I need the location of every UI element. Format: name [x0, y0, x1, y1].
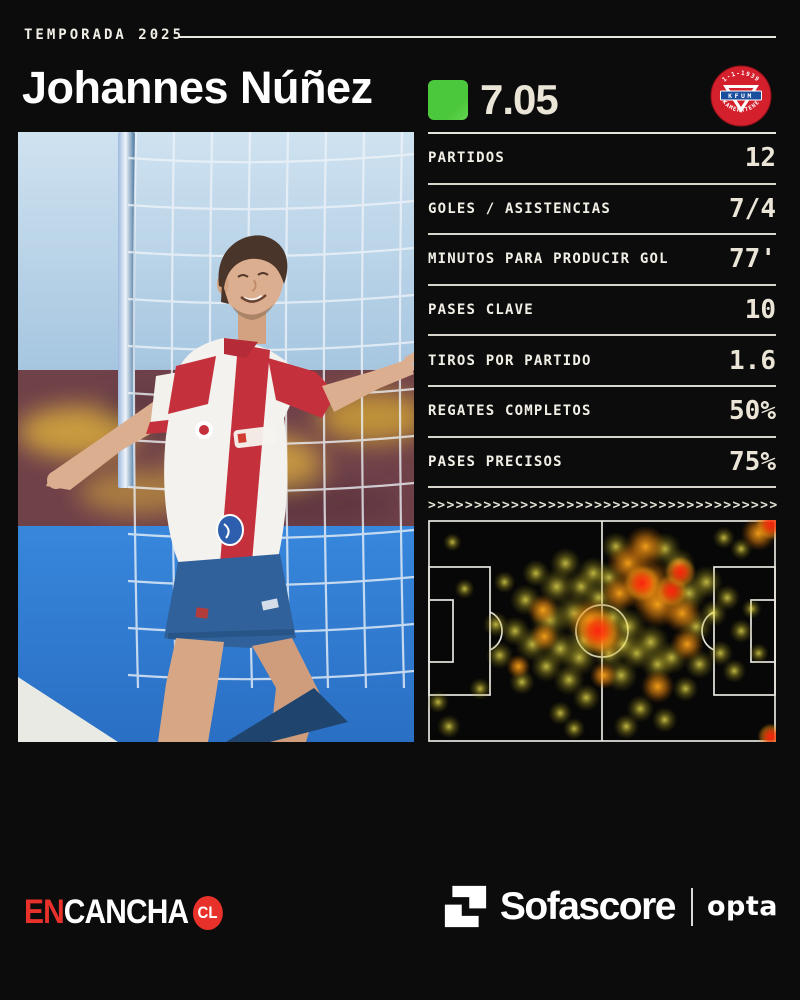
- club-badge: 1-1-1939 KFUM KAMERATENE: [710, 65, 772, 127]
- player-left-leg: [158, 638, 224, 742]
- stat-row: PASES PRECISOS 75%: [428, 438, 776, 489]
- sponsor-patch: [233, 425, 277, 449]
- stat-label: TIROS POR PARTIDO: [428, 352, 592, 369]
- stat-value: 75%: [729, 446, 776, 477]
- cup-patch: [216, 514, 244, 546]
- player-right-arm: [322, 360, 414, 412]
- stat-value: 50%: [729, 396, 776, 427]
- badge-main-text: KFUM: [728, 92, 754, 100]
- rating-badge: 7.05: [428, 76, 559, 124]
- logo-divider: [690, 887, 693, 926]
- stat-value: 7/4: [729, 193, 776, 224]
- jersey-right-sleeve: [268, 358, 336, 418]
- stat-value: 1.6: [729, 345, 776, 376]
- stat-label: MINUTOS PARA PRODUCIR GOL: [428, 251, 669, 268]
- heatmap-canvas: [428, 520, 776, 742]
- stat-row: GOLES / ASISTENCIAS 7/4: [428, 185, 776, 236]
- jersey-center-stripe: [220, 344, 270, 564]
- stat-value: 12: [744, 143, 776, 174]
- jersey-left-shoulder: [168, 356, 216, 414]
- brand-cancha: CANCHA: [63, 893, 189, 931]
- sofascore-icon: [444, 885, 487, 928]
- rating-value: 7.05: [480, 76, 559, 123]
- stat-label: PARTIDOS: [428, 150, 506, 167]
- stat-label: GOLES / ASISTENCIAS: [428, 200, 611, 217]
- player-figure: [46, 235, 414, 742]
- jersey-collar: [224, 338, 258, 358]
- stat-label: PASES CLAVE: [428, 302, 534, 319]
- season-label: TEMPORADA 2025: [24, 27, 185, 43]
- stat-value: 10: [744, 295, 776, 326]
- player-left-arm: [46, 390, 178, 490]
- shorts-hem: [167, 629, 295, 639]
- stat-row: PARTIDOS 12: [428, 134, 776, 185]
- player-beard: [232, 304, 274, 320]
- stats-table: PARTIDOS 12 GOLES / ASISTENCIAS 7/4 MINUTOS …: [428, 132, 776, 489]
- player-photo: [18, 132, 414, 742]
- player-hair: [218, 235, 288, 288]
- player-eye-left: [237, 274, 249, 278]
- player-sock: [226, 688, 348, 742]
- sky: [18, 132, 414, 370]
- player-shorts: [164, 554, 296, 648]
- arrow-divider: >>>>>>>>>>>>>>>>>>>>>>>>>>>>>>>>>>>>>>: [428, 498, 778, 513]
- brand-en: EN: [24, 893, 65, 931]
- player-sideburn: [221, 282, 229, 304]
- page-title: Johannes Núñez: [22, 62, 373, 113]
- stat-value: 77': [729, 244, 776, 275]
- jersey-crest-inner: [199, 425, 209, 435]
- encancha-logo: EN CANCHA CL: [24, 893, 223, 932]
- player-left-hand: [47, 471, 65, 489]
- player-smile: [240, 294, 267, 303]
- shorts-logo: [261, 598, 279, 611]
- player-head: [217, 235, 288, 320]
- stat-row: MINUTOS PARA PRODUCIR GOL 77': [428, 235, 776, 286]
- goal-post: [118, 132, 135, 488]
- sofascore-opta-logos: Sofascore opta: [443, 884, 778, 929]
- pointing-finger: [404, 352, 414, 366]
- stat-label: REGATES COMPLETOS: [428, 403, 592, 420]
- header-rule: [178, 36, 776, 38]
- stat-label: PASES PRECISOS: [428, 453, 563, 470]
- badge-band: [720, 90, 762, 101]
- cup-patch-mark: [223, 523, 230, 539]
- board-corner: [18, 677, 118, 742]
- heatmap-pitch: [428, 520, 776, 742]
- sofascore-wordmark: Sofascore: [499, 884, 677, 928]
- shorts-red-mark: [195, 607, 209, 619]
- stat-row: PASES CLAVE 10: [428, 286, 776, 337]
- brand-cl-circle: CL: [192, 895, 223, 930]
- player-eye-right: [257, 272, 269, 276]
- rating-color-box: [428, 80, 468, 120]
- player-nose: [251, 279, 257, 292]
- opta-wordmark: opta: [706, 891, 778, 922]
- stat-row: REGATES COMPLETOS 50%: [428, 387, 776, 438]
- stat-row: TIROS POR PARTIDO 1.6: [428, 336, 776, 387]
